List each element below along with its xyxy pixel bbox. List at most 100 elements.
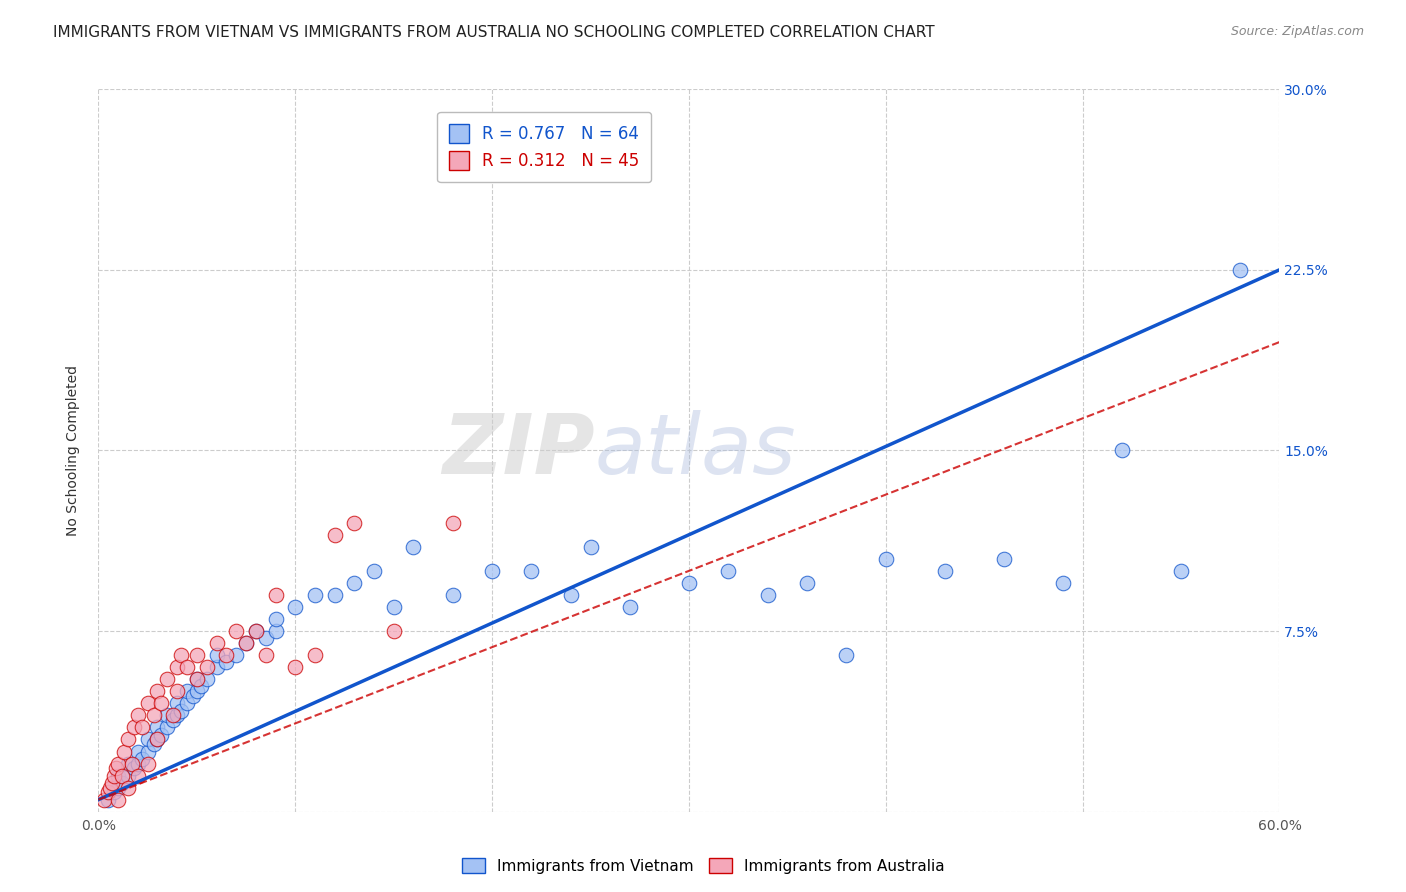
Point	[111, 769, 134, 783]
Point	[678, 576, 700, 591]
Point	[166, 660, 188, 674]
Point	[190, 680, 212, 694]
Point	[215, 648, 238, 662]
Point	[245, 624, 267, 639]
Point	[112, 744, 135, 758]
Point	[343, 576, 366, 591]
Point	[136, 756, 159, 771]
Point	[215, 656, 238, 670]
Point	[127, 744, 149, 758]
Point	[105, 761, 128, 775]
Point	[107, 769, 129, 783]
Point	[254, 632, 277, 646]
Point	[934, 564, 956, 578]
Point	[205, 636, 228, 650]
Point	[186, 673, 208, 687]
Point	[117, 780, 139, 795]
Point	[136, 744, 159, 758]
Point	[323, 527, 346, 541]
Point	[142, 737, 165, 751]
Text: atlas: atlas	[595, 410, 796, 491]
Point	[166, 696, 188, 710]
Point	[107, 780, 129, 795]
Point	[195, 660, 218, 674]
Point	[264, 588, 287, 602]
Point	[186, 648, 208, 662]
Point	[284, 599, 307, 614]
Point	[205, 660, 228, 674]
Point	[186, 673, 208, 687]
Point	[441, 588, 464, 602]
Point	[176, 696, 198, 710]
Point	[993, 551, 1015, 566]
Point	[122, 721, 145, 735]
Point	[176, 684, 198, 698]
Point	[131, 752, 153, 766]
Y-axis label: No Schooling Completed: No Schooling Completed	[66, 365, 80, 536]
Point	[186, 684, 208, 698]
Point	[796, 576, 818, 591]
Legend: Immigrants from Vietnam, Immigrants from Australia: Immigrants from Vietnam, Immigrants from…	[456, 852, 950, 880]
Point	[481, 564, 503, 578]
Point	[264, 624, 287, 639]
Point	[150, 696, 173, 710]
Point	[225, 624, 247, 639]
Point	[284, 660, 307, 674]
Point	[122, 761, 145, 775]
Point	[117, 769, 139, 783]
Point	[875, 551, 897, 566]
Point	[1052, 576, 1074, 591]
Point	[579, 540, 602, 554]
Point	[131, 721, 153, 735]
Point	[343, 516, 366, 530]
Point	[117, 732, 139, 747]
Text: Source: ZipAtlas.com: Source: ZipAtlas.com	[1230, 25, 1364, 38]
Point	[441, 516, 464, 530]
Point	[205, 648, 228, 662]
Point	[146, 732, 169, 747]
Point	[162, 713, 184, 727]
Point	[127, 708, 149, 723]
Point	[98, 780, 121, 795]
Point	[170, 704, 193, 718]
Point	[235, 636, 257, 650]
Point	[121, 756, 143, 771]
Point	[166, 684, 188, 698]
Point	[181, 689, 204, 703]
Point	[835, 648, 858, 662]
Point	[93, 793, 115, 807]
Point	[146, 732, 169, 747]
Text: ZIP: ZIP	[441, 410, 595, 491]
Point	[97, 785, 120, 799]
Point	[225, 648, 247, 662]
Point	[304, 588, 326, 602]
Point	[170, 648, 193, 662]
Point	[146, 684, 169, 698]
Point	[136, 696, 159, 710]
Point	[195, 673, 218, 687]
Point	[254, 648, 277, 662]
Point	[304, 648, 326, 662]
Point	[1170, 564, 1192, 578]
Point	[150, 728, 173, 742]
Point	[103, 769, 125, 783]
Point	[103, 785, 125, 799]
Point	[176, 660, 198, 674]
Point	[101, 776, 124, 790]
Point	[264, 612, 287, 626]
Point	[166, 708, 188, 723]
Point	[382, 599, 405, 614]
Point	[402, 540, 425, 554]
Point	[111, 776, 134, 790]
Point	[363, 564, 385, 578]
Point	[1111, 443, 1133, 458]
Point	[1229, 262, 1251, 277]
Point	[619, 599, 641, 614]
Point	[162, 708, 184, 723]
Point	[136, 732, 159, 747]
Point	[127, 769, 149, 783]
Point	[97, 793, 120, 807]
Point	[156, 708, 179, 723]
Point	[107, 793, 129, 807]
Point	[382, 624, 405, 639]
